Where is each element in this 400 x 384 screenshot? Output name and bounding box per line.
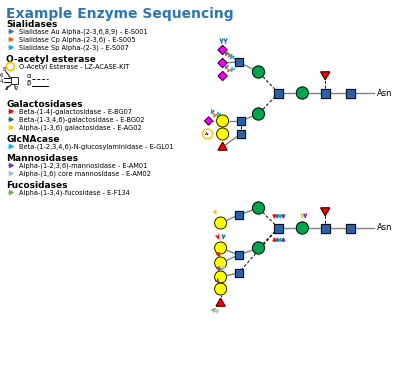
Polygon shape	[216, 298, 225, 306]
Bar	[274, 88, 283, 98]
Bar	[11, 76, 18, 83]
Polygon shape	[218, 45, 227, 55]
Text: β: β	[26, 80, 31, 86]
Polygon shape	[321, 72, 330, 79]
Text: Sialidases: Sialidases	[6, 20, 58, 29]
Text: α: α	[26, 73, 31, 79]
Text: Alpha-(1-2,3,6)-mannosidase - E-AM01: Alpha-(1-2,3,6)-mannosidase - E-AM01	[19, 162, 148, 169]
Bar	[234, 211, 242, 219]
Text: Asn: Asn	[377, 223, 392, 232]
Text: Beta-(1-4)-galactosidase - E-BG07: Beta-(1-4)-galactosidase - E-BG07	[19, 108, 132, 115]
Text: Sialidase Au Alpha-(2-3,6,8,9) - E-S001: Sialidase Au Alpha-(2-3,6,8,9) - E-S001	[19, 28, 148, 35]
Bar	[234, 211, 242, 219]
Text: 3: 3	[4, 86, 8, 91]
Text: O-acetyl esterase: O-acetyl esterase	[6, 55, 96, 64]
Bar	[346, 88, 355, 98]
Circle shape	[215, 217, 226, 229]
Text: Sialidase Cp Alpha-(2-3,6) - E-S005: Sialidase Cp Alpha-(2-3,6) - E-S005	[19, 36, 136, 43]
Circle shape	[215, 242, 226, 254]
Text: Sialidase Sp Alpha-(2-3) - E-S007: Sialidase Sp Alpha-(2-3) - E-S007	[19, 44, 129, 51]
Text: 8: 8	[3, 67, 7, 72]
Bar	[234, 58, 242, 66]
Text: GlcNAcase: GlcNAcase	[6, 135, 60, 144]
Circle shape	[203, 129, 213, 139]
Circle shape	[252, 202, 264, 214]
Bar	[236, 130, 244, 138]
Text: O-Acetyl Esterase - LZ-ACASE-KIT: O-Acetyl Esterase - LZ-ACASE-KIT	[19, 63, 130, 70]
Polygon shape	[218, 142, 227, 150]
Text: Beta-(1-3,4,6)-galactosidase - E-BG02: Beta-(1-3,4,6)-galactosidase - E-BG02	[19, 116, 145, 123]
Bar	[234, 58, 242, 66]
Text: Asn: Asn	[377, 88, 392, 98]
Circle shape	[215, 257, 226, 269]
Bar	[236, 117, 244, 125]
Text: Alpha-(1,6) core mannosidase - E-AM02: Alpha-(1,6) core mannosidase - E-AM02	[19, 170, 151, 177]
Text: 2: 2	[14, 86, 18, 91]
Circle shape	[215, 271, 226, 283]
Text: Galactosidases: Galactosidases	[6, 100, 83, 109]
Bar	[346, 88, 355, 98]
Bar	[234, 269, 242, 277]
Text: Fucosidases: Fucosidases	[6, 181, 68, 190]
Text: Mannosidases: Mannosidases	[6, 154, 78, 163]
Bar	[274, 88, 283, 98]
Circle shape	[217, 115, 228, 127]
Circle shape	[252, 242, 264, 254]
Text: Beta-(1-2,3,4,6)-N-glucosylaminidase - E-GL01: Beta-(1-2,3,4,6)-N-glucosylaminidase - E…	[19, 143, 174, 150]
Circle shape	[6, 63, 14, 71]
Circle shape	[252, 108, 264, 120]
Circle shape	[296, 87, 308, 99]
Circle shape	[252, 66, 264, 78]
Circle shape	[296, 222, 308, 234]
Bar	[274, 223, 283, 232]
Polygon shape	[218, 71, 227, 81]
Bar	[321, 223, 330, 232]
Polygon shape	[205, 117, 213, 125]
Text: 6: 6	[0, 73, 4, 78]
Polygon shape	[218, 58, 227, 68]
Text: Alpha-(1-3,4)-fucosidase - E-F134: Alpha-(1-3,4)-fucosidase - E-F134	[19, 189, 130, 196]
Bar	[236, 130, 244, 138]
Bar	[11, 76, 18, 83]
Bar	[321, 88, 330, 98]
Bar	[234, 251, 242, 259]
Polygon shape	[204, 130, 212, 138]
Bar	[321, 223, 330, 232]
Bar	[234, 269, 242, 277]
Text: Ac: Ac	[205, 132, 210, 136]
Bar	[236, 117, 244, 125]
Text: Example Enzyme Sequencing: Example Enzyme Sequencing	[6, 7, 234, 21]
Polygon shape	[321, 208, 330, 216]
Bar	[346, 223, 355, 232]
Bar	[321, 88, 330, 98]
Circle shape	[215, 283, 226, 295]
Text: Alpha-(1-3,6) galactosidase - E-AG02: Alpha-(1-3,6) galactosidase - E-AG02	[19, 124, 142, 131]
Bar	[346, 223, 355, 232]
Bar	[274, 223, 283, 232]
Circle shape	[217, 128, 228, 140]
Text: 4: 4	[0, 79, 4, 84]
Bar	[234, 251, 242, 259]
